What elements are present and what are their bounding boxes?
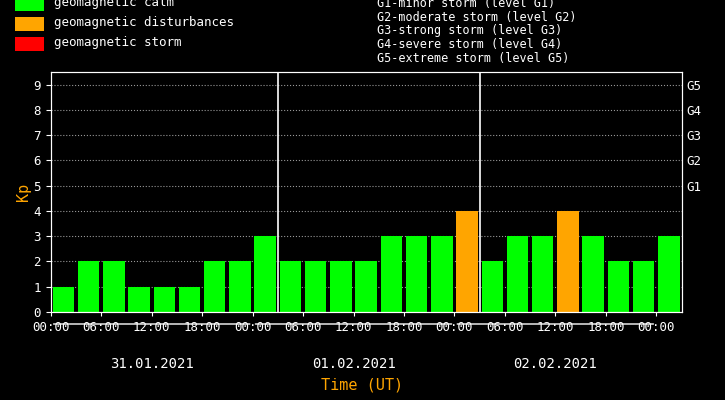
Bar [381, 236, 402, 312]
Text: 31.01.2021: 31.01.2021 [109, 358, 194, 372]
Bar [507, 236, 529, 312]
Text: 01.02.2021: 01.02.2021 [312, 358, 395, 372]
Bar [128, 287, 150, 312]
Bar [229, 262, 251, 312]
Text: 02.02.2021: 02.02.2021 [513, 358, 597, 372]
Bar [305, 262, 326, 312]
Bar [330, 262, 352, 312]
Bar [558, 211, 579, 312]
Text: G2-moderate storm (level G2): G2-moderate storm (level G2) [377, 11, 576, 24]
Bar [254, 236, 276, 312]
Text: Time (UT): Time (UT) [321, 377, 404, 392]
Bar [431, 236, 452, 312]
Text: geomagnetic storm: geomagnetic storm [54, 36, 182, 49]
Text: geomagnetic calm: geomagnetic calm [54, 0, 175, 9]
Text: geomagnetic disturbances: geomagnetic disturbances [54, 16, 234, 29]
Bar [456, 211, 478, 312]
Bar [78, 262, 99, 312]
Text: G1-minor storm (level G1): G1-minor storm (level G1) [377, 0, 555, 10]
Bar [154, 287, 175, 312]
Text: G4-severe storm (level G4): G4-severe storm (level G4) [377, 38, 563, 51]
FancyBboxPatch shape [14, 37, 44, 51]
Text: G5-extreme storm (level G5): G5-extreme storm (level G5) [377, 52, 569, 65]
Y-axis label: Kp: Kp [16, 183, 30, 201]
Bar [280, 262, 301, 312]
Bar [406, 236, 427, 312]
FancyBboxPatch shape [14, 16, 44, 31]
Bar [53, 287, 74, 312]
Bar [633, 262, 655, 312]
FancyBboxPatch shape [14, 0, 44, 11]
Text: G3-strong storm (level G3): G3-strong storm (level G3) [377, 24, 563, 38]
Bar [658, 236, 679, 312]
Bar [532, 236, 553, 312]
Bar [582, 236, 604, 312]
Bar [608, 262, 629, 312]
Bar [103, 262, 125, 312]
Bar [355, 262, 377, 312]
Bar [204, 262, 225, 312]
Bar [179, 287, 200, 312]
Bar [481, 262, 503, 312]
